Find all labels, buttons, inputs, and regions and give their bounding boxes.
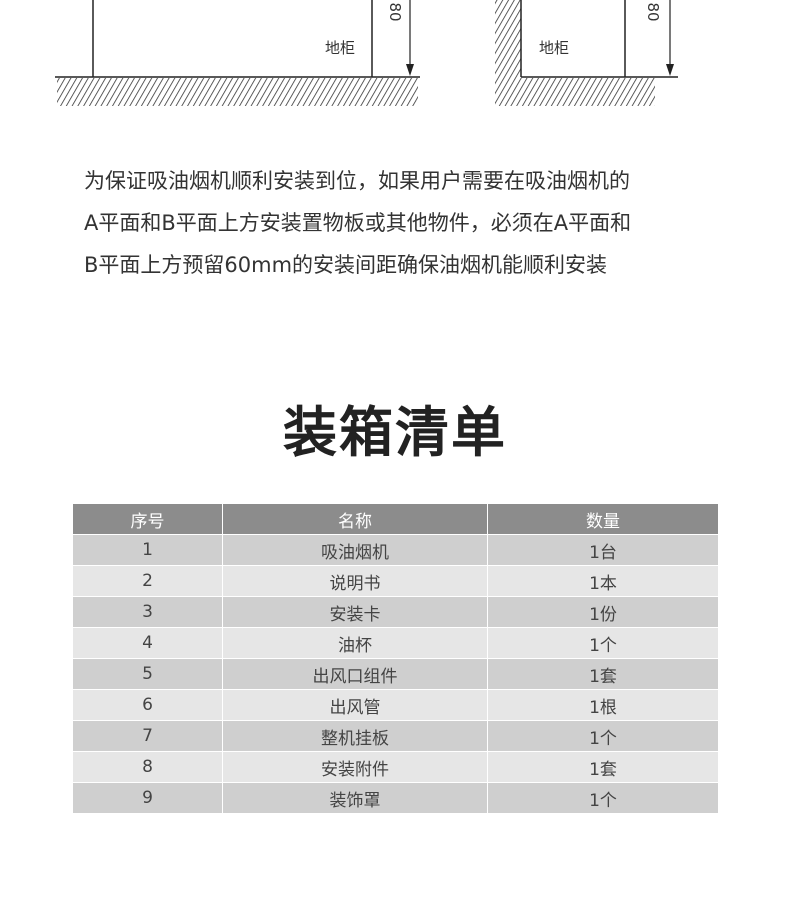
left-cabinet-diagram: 地柜 80 bbox=[55, 0, 420, 106]
packing-list-table: 序号 名称 数量 1 吸油烟机 1台 2 说明书 1本 3 安装卡 1份 4 油杯 1个 5 出风口组件 1… bbox=[72, 503, 719, 814]
cell-index: 8 bbox=[72, 751, 223, 783]
cell-quantity: 1台 bbox=[487, 534, 719, 566]
wall-hatch bbox=[495, 0, 521, 78]
table-row: 4 油杯 1个 bbox=[72, 627, 719, 659]
cell-name: 安装卡 bbox=[222, 596, 488, 628]
cell-index: 1 bbox=[72, 534, 223, 566]
cell-index: 6 bbox=[72, 689, 223, 721]
cell-name: 安装附件 bbox=[222, 751, 488, 783]
table-header-row: 序号 名称 数量 bbox=[72, 503, 719, 535]
cell-index: 2 bbox=[72, 565, 223, 597]
cell-name: 油杯 bbox=[222, 627, 488, 659]
arrow-down-icon bbox=[666, 64, 674, 76]
floor-hatch bbox=[57, 78, 418, 106]
table-row: 6 出风管 1根 bbox=[72, 689, 719, 721]
cell-quantity: 1本 bbox=[487, 565, 719, 597]
table-row: 5 出风口组件 1套 bbox=[72, 658, 719, 690]
table-row: 7 整机挂板 1个 bbox=[72, 720, 719, 752]
floor-hatch bbox=[495, 78, 655, 106]
cell-name: 吸油烟机 bbox=[222, 534, 488, 566]
installation-diagram: 地柜 80 地柜 80 bbox=[55, 0, 678, 106]
cell-index: 3 bbox=[72, 596, 223, 628]
cell-quantity: 1套 bbox=[487, 751, 719, 783]
cell-index: 9 bbox=[72, 782, 223, 814]
cell-index: 5 bbox=[72, 658, 223, 690]
cabinet-label: 地柜 bbox=[539, 39, 569, 57]
table-row: 3 安装卡 1份 bbox=[72, 596, 719, 628]
cell-name: 说明书 bbox=[222, 565, 488, 597]
note-line: B平面上方预留60mm的安装间距确保油烟机能顺利安装 bbox=[84, 253, 608, 277]
arrow-down-icon bbox=[406, 64, 414, 76]
header-index: 序号 bbox=[72, 503, 223, 535]
cell-name: 整机挂板 bbox=[222, 720, 488, 752]
cell-quantity: 1套 bbox=[487, 658, 719, 690]
table-row: 2 说明书 1本 bbox=[72, 565, 719, 597]
cell-quantity: 1个 bbox=[487, 627, 719, 659]
header-quantity: 数量 bbox=[487, 503, 719, 535]
cell-index: 4 bbox=[72, 627, 223, 659]
table-row: 9 装饰罩 1个 bbox=[72, 782, 719, 814]
cell-quantity: 1个 bbox=[487, 720, 719, 752]
cell-name: 出风口组件 bbox=[222, 658, 488, 690]
note-line: 为保证吸油烟机顺利安装到位，如果用户需要在吸油烟机的 bbox=[84, 169, 630, 193]
cabinet-label: 地柜 bbox=[325, 39, 355, 57]
cell-index: 7 bbox=[72, 720, 223, 752]
table-row: 1 吸油烟机 1台 bbox=[72, 534, 719, 566]
table-row: 8 安装附件 1套 bbox=[72, 751, 719, 783]
right-cabinet-diagram: 地柜 80 bbox=[495, 0, 678, 106]
dimension-label: 80 bbox=[386, 2, 404, 21]
installation-note: 为保证吸油烟机顺利安装到位，如果用户需要在吸油烟机的 A平面和B平面上方安装置物… bbox=[84, 160, 724, 286]
cell-quantity: 1个 bbox=[487, 782, 719, 814]
cell-quantity: 1份 bbox=[487, 596, 719, 628]
cell-name: 装饰罩 bbox=[222, 782, 488, 814]
dimension-label: 80 bbox=[644, 2, 662, 21]
header-name: 名称 bbox=[222, 503, 488, 535]
section-title: 装箱清单 bbox=[283, 401, 507, 464]
note-line: A平面和B平面上方安装置物板或其他物件，必须在A平面和 bbox=[84, 211, 632, 235]
cell-name: 出风管 bbox=[222, 689, 488, 721]
cell-quantity: 1根 bbox=[487, 689, 719, 721]
